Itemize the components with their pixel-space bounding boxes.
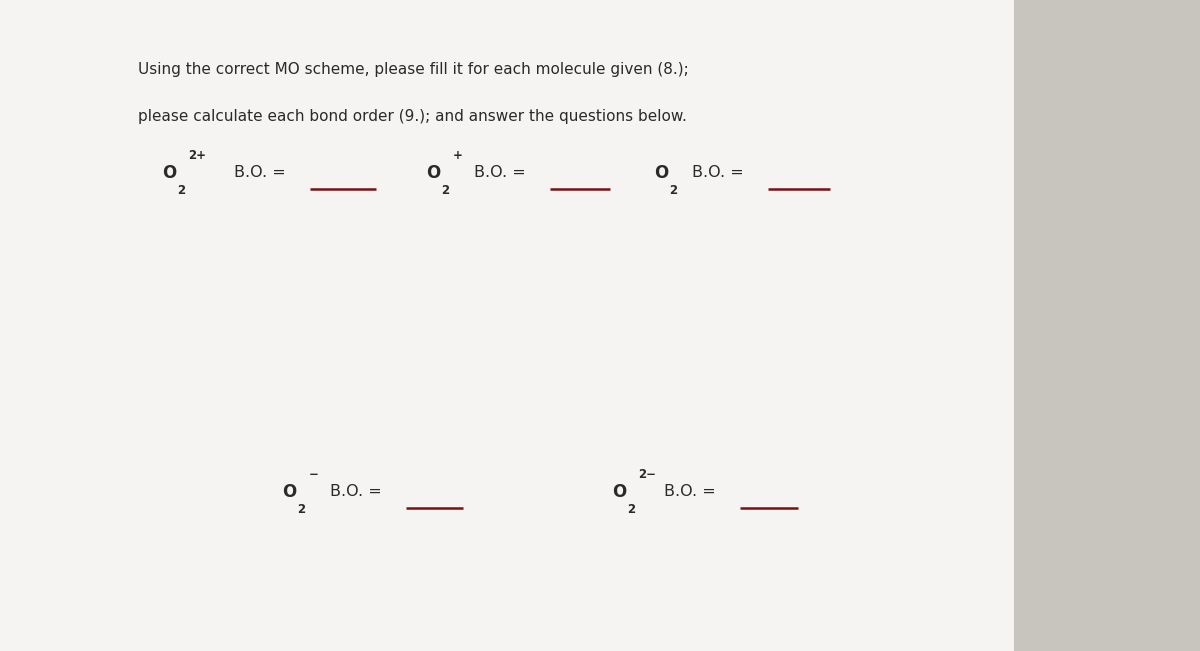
Text: +: +	[452, 149, 462, 162]
Text: O: O	[654, 163, 668, 182]
Text: B.O. =: B.O. =	[474, 165, 530, 180]
Text: O: O	[162, 163, 176, 182]
Text: O: O	[426, 163, 440, 182]
Text: O: O	[282, 482, 296, 501]
Text: B.O. =: B.O. =	[234, 165, 290, 180]
Text: 2+: 2+	[188, 149, 206, 162]
Text: 2−: 2−	[638, 468, 656, 481]
Text: −: −	[308, 468, 318, 481]
Text: 2: 2	[670, 184, 678, 197]
Text: 2: 2	[178, 184, 186, 197]
Text: please calculate each bond order (9.); and answer the questions below.: please calculate each bond order (9.); a…	[138, 109, 686, 124]
Text: B.O. =: B.O. =	[692, 165, 749, 180]
Text: 2: 2	[298, 503, 306, 516]
Text: B.O. =: B.O. =	[664, 484, 720, 499]
Text: B.O. =: B.O. =	[330, 484, 386, 499]
Text: 2: 2	[628, 503, 636, 516]
Text: Using the correct MO scheme, please fill it for each molecule given (8.);: Using the correct MO scheme, please fill…	[138, 62, 689, 77]
Text: 2: 2	[442, 184, 450, 197]
Text: O: O	[612, 482, 626, 501]
